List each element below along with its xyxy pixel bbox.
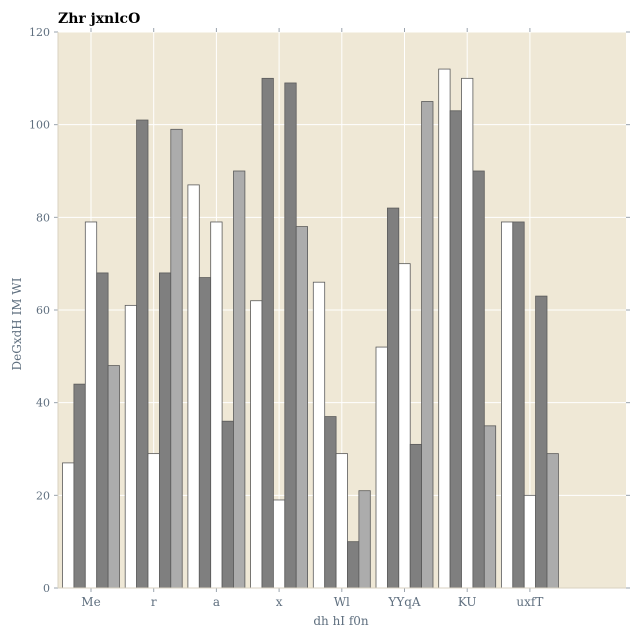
bar-Wl-series-1 — [312, 281, 326, 589]
x-tick-label: a — [213, 595, 220, 609]
y-tick-label: 120 — [29, 26, 50, 39]
bar-KU-series-4 — [472, 170, 485, 589]
bar-Wl-series-2 — [324, 416, 337, 589]
x-axis-label: dh hI f0n — [313, 614, 369, 628]
bar-YYqA-series-5 — [421, 101, 434, 589]
bar-YYqA-series-1 — [375, 346, 388, 589]
x-tick-label: r — [151, 595, 157, 609]
bar-a-series-3 — [210, 221, 223, 589]
bar-KU-series-1 — [438, 68, 451, 589]
y-tick-label: 20 — [36, 489, 50, 502]
bar-r-series-5 — [170, 128, 183, 589]
bar-Wl-series-4 — [347, 541, 360, 589]
bar-uxfT-series-5 — [546, 453, 559, 589]
axes: 0 20 40 60 80 100 120 Me r a x Wl YYqA KU uxfT — [29, 26, 630, 609]
y-tick-label: 80 — [36, 211, 50, 224]
bar-YYqA-series-2 — [386, 207, 400, 589]
x-tick-label: Wl — [334, 595, 350, 609]
bar-Me-series-1 — [62, 462, 75, 589]
y-tick-label: 40 — [36, 397, 50, 410]
x-tick-label: uxfT — [516, 595, 543, 609]
bar-a-series-5 — [233, 170, 246, 589]
bar-Wl-series-3 — [335, 453, 348, 589]
chart-title: Zhr jxnlcO — [58, 11, 140, 27]
bar-r-series-4 — [158, 272, 172, 589]
bar-x-series-1 — [250, 300, 263, 589]
x-tick-label: Me — [81, 595, 100, 609]
bar-KU-series-2 — [449, 110, 462, 589]
y-axis-label: DeGxdH IM WI — [10, 277, 24, 370]
bar-r-series-1 — [124, 304, 137, 589]
bar-uxfT-series-4 — [535, 295, 548, 589]
bar-x-series-5 — [295, 226, 309, 589]
bar-Me-series-2 — [73, 383, 86, 589]
bar-Me-series-4 — [96, 272, 109, 589]
bar-YYqA-series-4 — [409, 443, 423, 589]
bar-KU-series-5 — [483, 425, 497, 589]
bar-x-series-2 — [261, 77, 274, 589]
x-tick-label: KU — [458, 595, 477, 609]
bar-Wl-series-5 — [358, 490, 371, 589]
bar-a-series-2 — [198, 277, 212, 589]
bar-KU-series-3 — [461, 77, 474, 589]
bar-r-series-2 — [136, 119, 149, 589]
x-tick-label: YYqA — [387, 595, 421, 609]
bar-x-series-3 — [272, 499, 286, 589]
bar-a-series-4 — [221, 420, 234, 589]
bar-Me-series-5 — [107, 365, 120, 589]
bar-x-series-4 — [284, 82, 297, 589]
bar-uxfT-series-2 — [512, 221, 525, 589]
bar-a-series-1 — [187, 184, 200, 589]
bar-YYqA-series-3 — [398, 263, 411, 589]
y-tick-label: 100 — [29, 119, 50, 132]
y-tick-label: 60 — [36, 304, 50, 317]
bar-r-series-3 — [147, 453, 160, 589]
bar-uxfT-series-1 — [500, 221, 514, 589]
x-tick-label: x — [276, 595, 283, 609]
y-tick-label: 0 — [43, 582, 50, 595]
bar-Me-series-3 — [84, 221, 98, 589]
bar-uxfT-series-3 — [523, 494, 537, 589]
